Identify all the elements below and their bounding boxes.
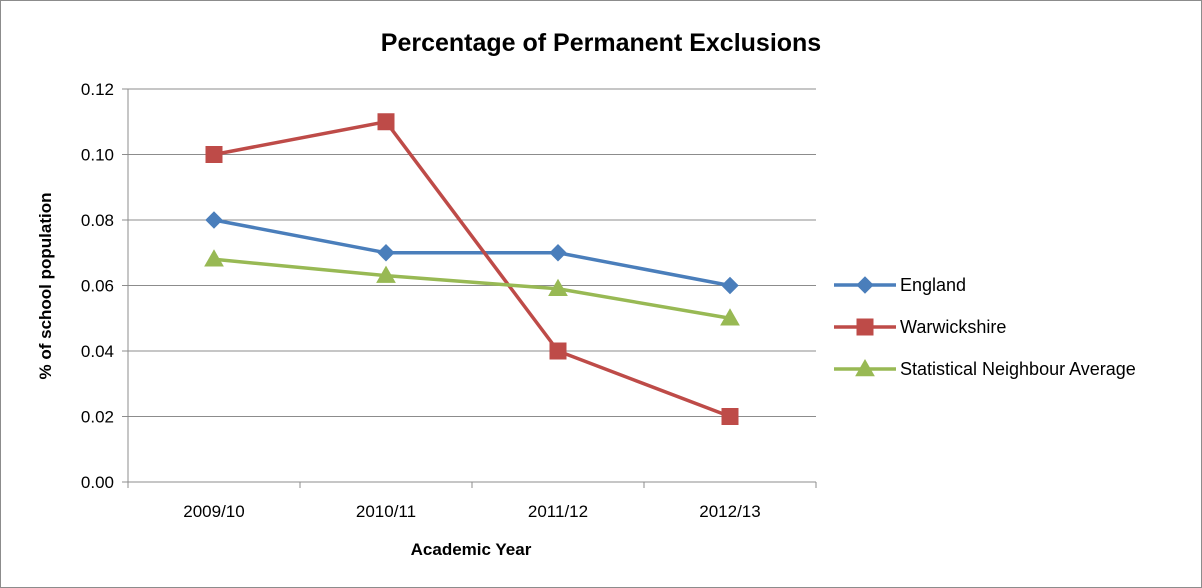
data-point-marker xyxy=(205,146,223,163)
x-tick-label: 2011/12 xyxy=(528,502,588,521)
y-tick-label: 0.08 xyxy=(81,211,114,230)
series-line xyxy=(213,120,731,419)
y-axis-label: % of school population xyxy=(36,193,55,380)
legend-item-statistical-neighbour-average: Statistical Neighbour Average xyxy=(834,358,1136,379)
data-point-marker xyxy=(377,244,395,262)
legend-label: England xyxy=(900,275,966,295)
series-line xyxy=(213,218,731,288)
legend: England Warwickshire Statistical Neighbour… xyxy=(834,275,1136,379)
data-point-marker xyxy=(548,278,568,297)
series-england xyxy=(205,211,739,295)
axes xyxy=(122,88,817,488)
legend-marker xyxy=(856,276,874,294)
y-tick-labels: 0.00 0.02 0.04 0.06 0.08 0.10 0.12 xyxy=(81,80,114,492)
legend-label: Warwickshire xyxy=(900,317,1006,337)
legend-item-england: England xyxy=(834,275,966,295)
data-point-marker xyxy=(549,342,567,360)
data-point-marker xyxy=(204,249,224,267)
y-tick-label: 0.06 xyxy=(81,277,114,296)
series-warwickshire xyxy=(205,113,739,425)
y-tick-label: 0.04 xyxy=(81,342,114,361)
data-point-marker xyxy=(721,408,739,425)
data-point-marker xyxy=(721,276,739,295)
data-point-marker xyxy=(549,244,567,262)
y-tick-label: 0.00 xyxy=(81,473,114,492)
series-group xyxy=(204,113,740,425)
legend-marker xyxy=(855,358,875,377)
x-tick-label: 2010/11 xyxy=(356,502,416,521)
x-tick-label: 2009/10 xyxy=(183,502,244,521)
gridlines xyxy=(128,88,816,417)
chart-title: Percentage of Permanent Exclusions xyxy=(381,29,821,57)
legend-label: Statistical Neighbour Average xyxy=(900,359,1136,379)
data-point-marker xyxy=(205,211,223,229)
y-tick-label: 0.12 xyxy=(81,80,114,99)
data-point-marker xyxy=(720,308,740,326)
data-point-marker xyxy=(377,113,395,131)
y-tick-label: 0.02 xyxy=(81,408,114,427)
legend-item-warwickshire: Warwickshire xyxy=(834,317,1006,337)
series-statistical-neighbour-average xyxy=(204,249,740,326)
x-tick-label: 2012/13 xyxy=(699,502,760,521)
x-axis-label: Academic Year xyxy=(411,540,532,559)
series-line xyxy=(213,257,731,320)
y-tick-label: 0.10 xyxy=(81,146,114,165)
legend-marker xyxy=(856,318,874,336)
x-tick-labels: 2009/10 2010/11 2011/12 2012/13 xyxy=(183,502,760,521)
data-point-marker xyxy=(376,265,396,283)
